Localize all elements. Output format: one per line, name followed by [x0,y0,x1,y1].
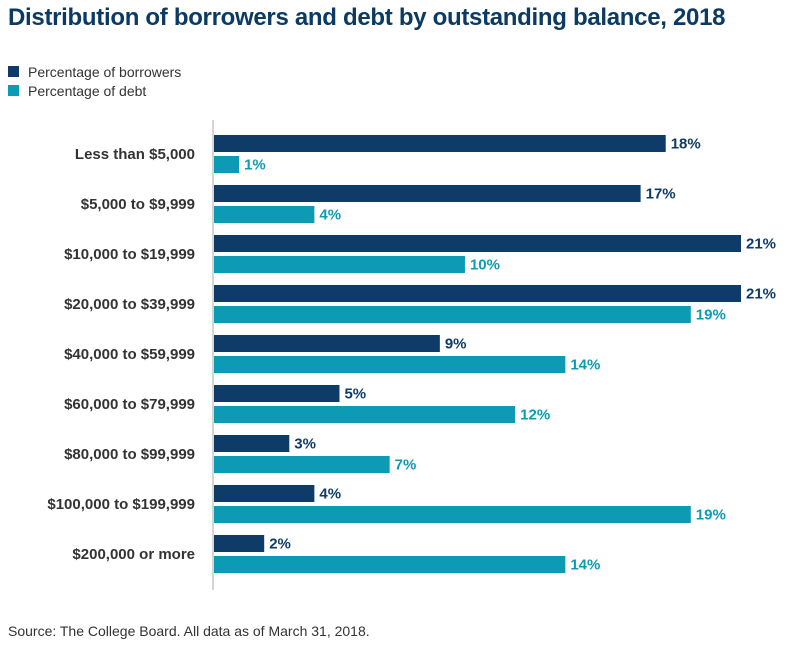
legend-item-debt: Percentage of debt [8,81,181,100]
category-label: Less than $5,000 [75,146,195,163]
data-label-borrowers: 3% [294,436,316,453]
data-label-borrowers: 4% [319,486,341,503]
category-label: $200,000 or more [72,546,195,563]
category-label: $5,000 to $9,999 [81,196,195,213]
bar-borrowers [214,535,265,552]
category-label: $40,000 to $59,999 [64,346,195,363]
category-label: $20,000 to $39,999 [64,296,195,313]
data-label-debt: 4% [319,207,341,224]
data-label-debt: 7% [395,457,417,474]
bar-debt [214,356,566,373]
bar-debt [214,256,465,273]
legend-item-borrowers: Percentage of borrowers [8,62,181,81]
chart-title: Distribution of borrowers and debt by ou… [8,4,726,31]
source-note: Source: The College Board. All data as o… [8,623,370,639]
bar-borrowers [214,385,340,402]
data-label-borrowers: 17% [646,186,676,203]
data-label-borrowers: 9% [445,336,467,353]
category-label: $80,000 to $99,999 [64,446,195,463]
data-label-debt: 12% [520,407,550,424]
category-label: $10,000 to $19,999 [64,246,195,263]
data-label-borrowers: 2% [269,536,291,553]
category-label: $60,000 to $79,999 [64,396,195,413]
bar-borrowers [214,485,315,502]
legend-swatch-debt [8,85,19,96]
data-label-debt: 14% [570,557,600,574]
bar-borrowers [214,285,741,302]
data-label-debt: 19% [696,507,726,524]
data-label-debt: 1% [244,157,266,174]
bar-chart: Less than $5,000 18% 1% $5,000 to $9,999 17%… [47,120,776,590]
data-label-borrowers: 21% [746,286,776,303]
category-label: $100,000 to $199,999 [47,496,195,513]
bar-borrowers [214,135,666,152]
legend: Percentage of borrowers Percentage of de… [8,62,181,100]
bar-debt [214,306,691,323]
data-label-borrowers: 5% [344,386,366,403]
data-label-debt: 10% [470,257,500,274]
legend-label-debt: Percentage of debt [28,82,147,99]
bar-borrowers [214,335,440,352]
bar-borrowers [214,185,641,202]
data-label-debt: 19% [696,307,726,324]
data-label-debt: 14% [570,357,600,374]
data-label-borrowers: 18% [671,136,701,153]
bar-debt [214,506,691,523]
bar-debt [214,406,516,423]
bar-debt [214,556,566,573]
bar-debt [214,156,240,173]
bar-debt [214,206,315,223]
data-label-borrowers: 21% [746,236,776,253]
legend-label-borrowers: Percentage of borrowers [28,63,182,80]
legend-swatch-borrowers [8,66,19,77]
bar-borrowers [214,235,741,252]
bar-borrowers [214,435,290,452]
bar-debt [214,456,390,473]
